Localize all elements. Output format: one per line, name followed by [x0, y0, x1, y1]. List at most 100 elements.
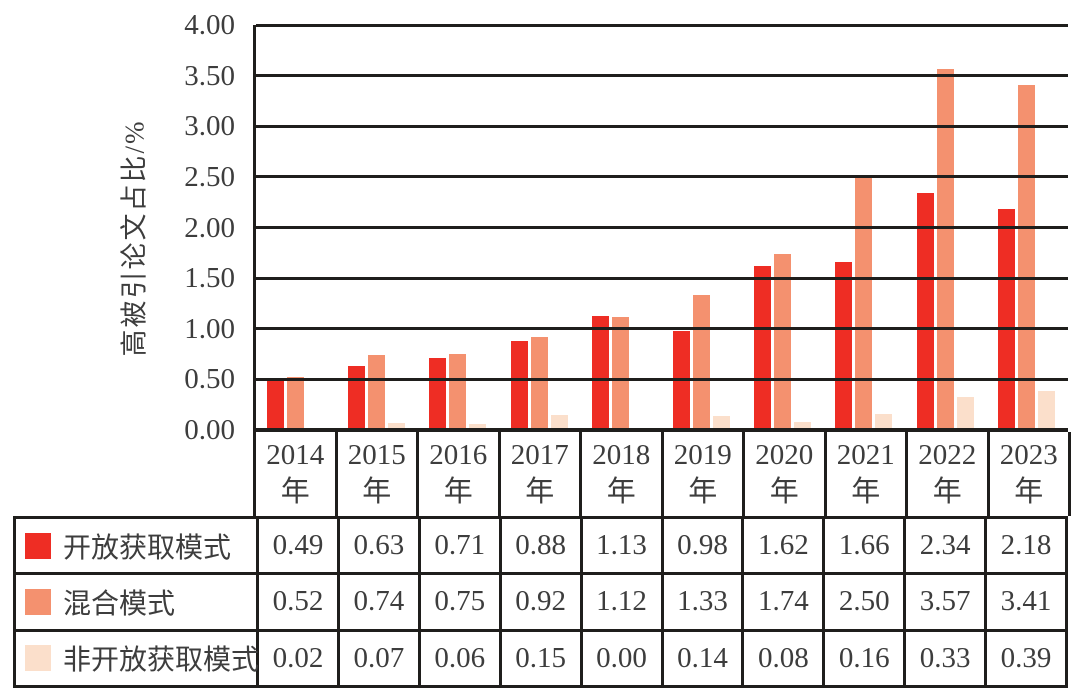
bar [368, 355, 386, 430]
y-tick-label: 2.50 [184, 160, 235, 193]
x-axis-year-suffix: 年 [769, 476, 799, 508]
x-axis-year-suffix: 年 [688, 476, 718, 508]
x-axis-label-2016: 2016 年 [419, 432, 498, 516]
table-value-cell: 0.63 [339, 519, 418, 573]
plot-area [253, 23, 1068, 432]
table-value-cell: 0.49 [259, 519, 337, 573]
x-axis-label-2023: 2023 年 [989, 432, 1068, 516]
bar [916, 193, 934, 430]
series-label: 混合模式 [63, 588, 176, 620]
table-value-cell: 0.92 [501, 575, 580, 629]
x-axis-year-text: 2017 [510, 439, 569, 471]
table-value-cell: 0.02 [259, 631, 337, 685]
table-value-cell: 2.34 [906, 519, 985, 573]
bar-group-2021 [824, 25, 905, 430]
table-value-cell: 0.39 [987, 631, 1065, 685]
table-value-cell: 2.18 [987, 519, 1065, 573]
gridline [256, 175, 1068, 179]
x-axis-year-suffix: 年 [1014, 476, 1044, 508]
x-axis-label-2015: 2015 年 [337, 432, 416, 516]
gridline [256, 327, 1068, 331]
table-value-cell: 3.41 [987, 575, 1065, 629]
bar [611, 316, 629, 430]
x-axis-year-text: 2022 [918, 439, 977, 471]
y-tick-label: 3.50 [184, 59, 235, 92]
bar [794, 421, 812, 430]
table-value-cell: 0.16 [825, 631, 904, 685]
bar-group-2018 [581, 25, 662, 430]
bar [956, 396, 974, 430]
bar [591, 315, 609, 430]
table-value-cell: 1.74 [744, 575, 823, 629]
x-axis-label-2014: 2014 年 [256, 432, 335, 516]
gridline [256, 23, 1068, 27]
table-value-cell: 1.33 [663, 575, 742, 629]
table-value-cell: 0.88 [501, 519, 580, 573]
table-value-cell: 0.71 [420, 519, 499, 573]
table-value-cell: 0.00 [582, 631, 661, 685]
bar-group-2016 [418, 25, 499, 430]
gridline [256, 74, 1068, 78]
table-value-cell: 0.33 [906, 631, 985, 685]
table-value-cell: 0.75 [420, 575, 499, 629]
x-axis-year-suffix: 年 [443, 476, 473, 508]
bar [530, 336, 548, 430]
gridline [256, 226, 1068, 229]
x-axis-year-text: 2021 [836, 439, 895, 471]
bar [429, 358, 447, 430]
x-axis-year-suffix: 年 [362, 476, 392, 508]
bar [287, 377, 304, 430]
x-axis-label-2018: 2018 年 [582, 432, 661, 516]
x-axis-label-2017: 2017 年 [500, 432, 579, 516]
bar [855, 176, 873, 430]
legend-swatch [25, 532, 51, 559]
bar [1017, 84, 1035, 430]
legend-swatch [25, 645, 51, 672]
y-tick-label: 4.00 [184, 9, 235, 41]
bar [510, 340, 528, 430]
table-value-cell: 1.66 [825, 519, 904, 573]
bar [348, 366, 366, 430]
x-axis-label-2022: 2022 年 [908, 432, 987, 516]
table-value-cell: 2.50 [825, 575, 904, 629]
legend-cell: 非开放获取模式 [16, 631, 260, 685]
x-axis-year-suffix: 年 [932, 476, 962, 508]
bar-group-2017 [500, 25, 581, 430]
y-tick-label: 0.50 [184, 363, 235, 396]
table-value-cell: 0.06 [420, 631, 499, 685]
bar-group-2020 [743, 25, 824, 430]
x-axis-year-suffix: 年 [525, 476, 555, 508]
x-axis-year-text: 2023 [999, 439, 1058, 471]
bar [774, 253, 792, 430]
bar [1037, 390, 1055, 430]
bar [550, 414, 568, 430]
bar [936, 68, 954, 430]
bar-group-2015 [337, 25, 418, 430]
x-axis-year-text: 2016 [429, 439, 488, 471]
x-axis-category-row: 2014 年 2015 年 2016 年 2017 年 2018 年 2019 年 2020 年 2021 年… [253, 432, 1071, 516]
bar [997, 209, 1015, 430]
bar [469, 423, 487, 430]
bar [267, 380, 284, 430]
x-axis-year-text: 2014 [266, 439, 325, 471]
bar [693, 295, 710, 430]
x-axis-year-suffix: 年 [280, 476, 310, 508]
bar-group-2014 [256, 25, 337, 430]
x-axis-year-suffix: 年 [851, 476, 881, 508]
y-tick-label: 1.00 [184, 312, 235, 345]
y-tick-label: 3.00 [184, 110, 235, 143]
table-value-cell: 0.98 [663, 519, 742, 573]
legend-cell: 混合模式 [16, 575, 256, 629]
series-label: 非开放获取模式 [63, 645, 260, 677]
x-axis-line [256, 428, 1068, 432]
y-tick-label: 2.00 [184, 211, 235, 244]
gridline [256, 276, 1068, 280]
table-value-cell: 1.62 [744, 519, 823, 573]
table-value-cell: 0.08 [744, 631, 823, 685]
legend-cell: 开放获取模式 [16, 519, 256, 573]
table-value-cell: 0.74 [339, 575, 418, 629]
x-axis-year-text: 2020 [755, 439, 814, 471]
bar [713, 415, 730, 430]
table-value-cell: 0.15 [501, 631, 580, 685]
